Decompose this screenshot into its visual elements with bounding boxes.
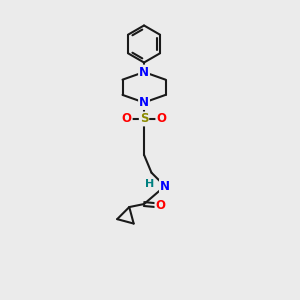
Text: O: O [122,112,132,125]
Text: N: N [160,180,170,193]
Text: O: O [155,199,166,212]
Text: N: N [139,96,149,109]
Text: O: O [156,112,166,125]
Text: N: N [139,66,149,79]
Text: H: H [145,179,154,189]
Text: S: S [140,112,148,125]
